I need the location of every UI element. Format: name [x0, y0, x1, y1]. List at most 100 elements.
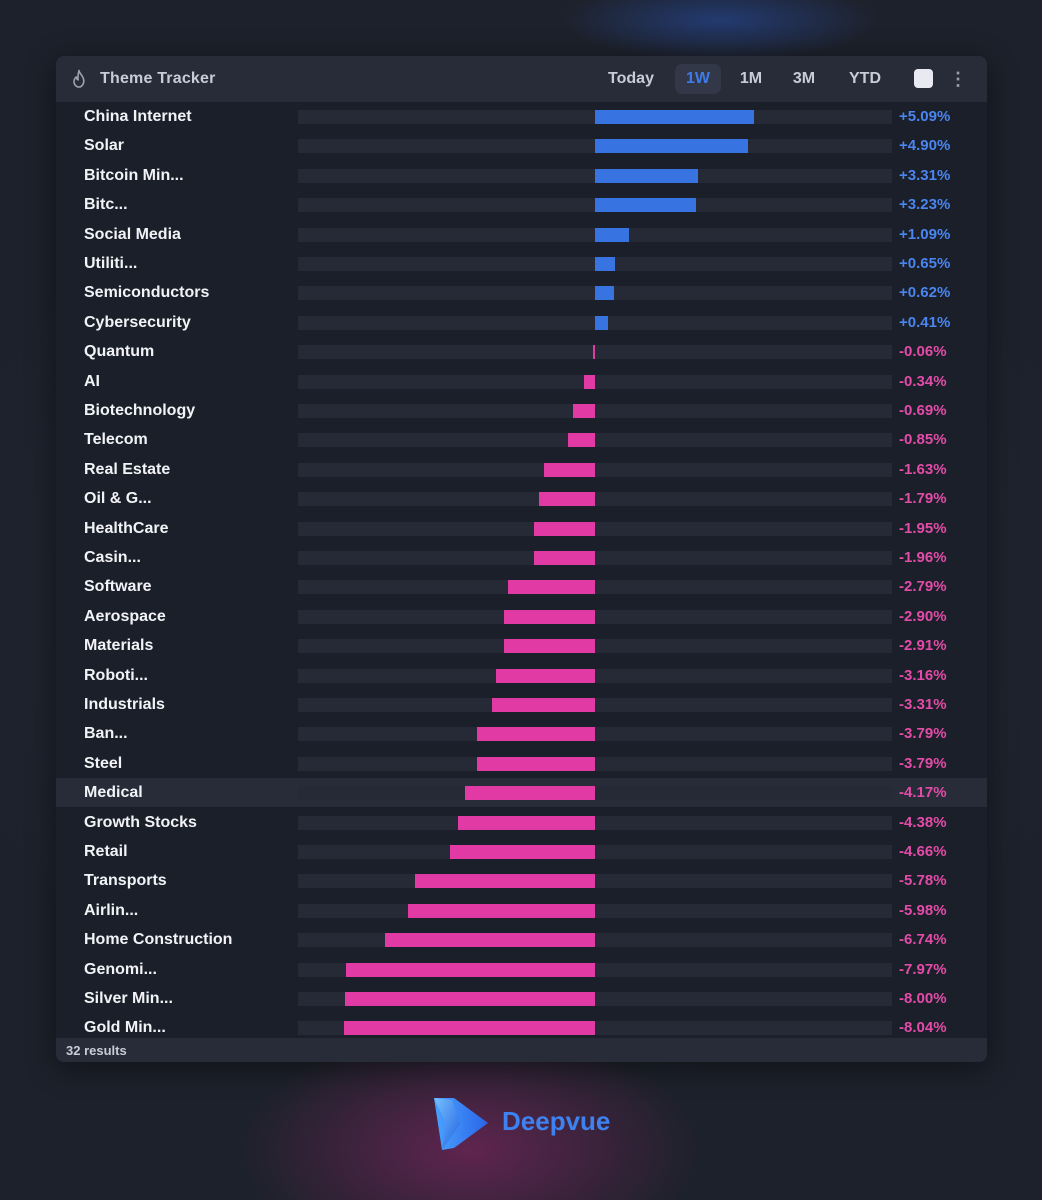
- table-row[interactable]: Gold Min... -8.04%: [56, 1013, 987, 1042]
- more-vertical-icon[interactable]: ⋮: [949, 69, 967, 89]
- theme-name: Ban...: [84, 725, 128, 743]
- table-row[interactable]: Semiconductors +0.62%: [56, 278, 987, 307]
- table-row[interactable]: HealthCare -1.95%: [56, 514, 987, 543]
- table-row[interactable]: Steel -3.79%: [56, 749, 987, 778]
- theme-name: Real Estate: [84, 460, 171, 478]
- performance-value: -4.17%: [899, 784, 947, 802]
- fire-icon: [73, 69, 85, 88]
- performance-value: -4.66%: [899, 843, 947, 860]
- table-row[interactable]: Retail -4.66%: [56, 837, 987, 866]
- panel-title: Theme Tracker: [100, 70, 216, 87]
- theme-name: Cybersecurity: [84, 313, 191, 331]
- performance-value: -8.00%: [899, 990, 947, 1007]
- table-row[interactable]: Industrials -3.31%: [56, 690, 987, 719]
- performance-bar: [595, 168, 699, 183]
- theme-name: Genomi...: [84, 960, 157, 978]
- performance-bar: [346, 962, 595, 977]
- performance-value: -2.79%: [899, 578, 947, 596]
- performance-value: -7.97%: [899, 960, 947, 978]
- theme-name: Aerospace: [84, 607, 166, 625]
- table-row[interactable]: Oil & G... -1.79%: [56, 484, 987, 513]
- theme-name: Utiliti...: [84, 255, 138, 272]
- bar-track: [298, 374, 892, 389]
- table-row[interactable]: Aerospace -2.90%: [56, 602, 987, 631]
- performance-value: -1.95%: [899, 519, 947, 537]
- performance-value: +5.09%: [899, 108, 951, 125]
- table-row[interactable]: Growth Stocks -4.38%: [56, 808, 987, 837]
- performance-value: -2.90%: [899, 607, 947, 625]
- performance-bar: [449, 845, 595, 859]
- theme-tracker-panel: Theme Tracker Today 1W 1M 3M YTD ⋮ China…: [56, 56, 987, 1062]
- theme-name: Transports: [84, 872, 167, 890]
- table-row[interactable]: Utiliti... +0.65%: [56, 249, 987, 278]
- tab-today[interactable]: Today: [608, 70, 654, 87]
- bar-track: [298, 521, 892, 536]
- performance-bar: [595, 198, 696, 213]
- performance-value: -3.79%: [899, 725, 947, 743]
- performance-bar: [491, 698, 595, 712]
- theme-name: AI: [84, 372, 100, 390]
- theme-name: Biotechnology: [84, 402, 196, 419]
- performance-bar: [595, 286, 615, 301]
- table-row[interactable]: China Internet +5.09%: [56, 102, 987, 131]
- performance-value: -0.06%: [899, 343, 947, 361]
- performance-bar: [568, 433, 595, 448]
- performance-bar: [593, 345, 595, 360]
- table-row[interactable]: Solar +4.90%: [56, 131, 987, 160]
- bar-track: [298, 551, 892, 565]
- tab-1w[interactable]: 1W: [675, 64, 721, 94]
- table-row[interactable]: Ban... -3.79%: [56, 719, 987, 748]
- performance-value: -3.16%: [899, 666, 947, 684]
- table-row[interactable]: Casin... -1.96%: [56, 543, 987, 572]
- table-row[interactable]: Bitc... +3.23%: [56, 190, 987, 219]
- theme-name: Telecom: [84, 431, 148, 449]
- bar-track: [298, 345, 892, 360]
- performance-bar: [408, 903, 595, 918]
- performance-value: +3.23%: [899, 196, 951, 214]
- table-row[interactable]: Roboti... -3.16%: [56, 661, 987, 690]
- table-row[interactable]: Quantum -0.06%: [56, 337, 987, 366]
- theme-name: Materials: [84, 637, 154, 655]
- tab-3m[interactable]: 3M: [792, 70, 816, 87]
- tab-ytd[interactable]: YTD: [849, 70, 881, 87]
- performance-value: -2.91%: [899, 637, 947, 655]
- performance-bar: [344, 1021, 595, 1036]
- bar-track: [298, 874, 892, 889]
- performance-value: +3.31%: [899, 166, 951, 184]
- performance-value: -5.78%: [899, 872, 947, 890]
- table-row[interactable]: Transports -5.78%: [56, 866, 987, 895]
- table-row[interactable]: Cybersecurity +0.41%: [56, 308, 987, 337]
- performance-value: -5.98%: [899, 901, 947, 919]
- table-row[interactable]: Home Construction -6.74%: [56, 925, 987, 954]
- table-row[interactable]: Bitcoin Min... +3.31%: [56, 161, 987, 190]
- table-row[interactable]: Software -2.79%: [56, 572, 987, 601]
- bar-track: [298, 756, 892, 771]
- bar-track: [298, 404, 892, 418]
- table-row[interactable]: Materials -2.91%: [56, 631, 987, 660]
- bar-track: [298, 609, 892, 624]
- theme-name: Bitc...: [84, 196, 128, 214]
- theme-name: Growth Stocks: [84, 813, 197, 831]
- table-row[interactable]: Medical -4.17%: [56, 778, 987, 808]
- tab-1m[interactable]: 1M: [739, 70, 763, 87]
- table-row[interactable]: Genomi... -7.97%: [56, 955, 987, 984]
- theme-name: Solar: [84, 137, 125, 155]
- table-row[interactable]: Silver Min... -8.00%: [56, 984, 987, 1013]
- bar-track: [298, 903, 892, 918]
- performance-value: +1.09%: [899, 225, 951, 243]
- color-swatch-button[interactable]: [914, 69, 933, 88]
- theme-name: Medical: [84, 784, 143, 802]
- table-row[interactable]: Real Estate -1.63%: [56, 455, 987, 484]
- deepvue-logo-icon: [434, 1098, 488, 1150]
- bar-track: [298, 668, 892, 683]
- table-row[interactable]: Biotechnology -0.69%: [56, 396, 987, 425]
- table-row[interactable]: Telecom -0.85%: [56, 425, 987, 454]
- performance-value: -1.96%: [899, 549, 947, 566]
- table-row[interactable]: AI -0.34%: [56, 367, 987, 396]
- table-row[interactable]: Social Media +1.09%: [56, 220, 987, 249]
- table-row[interactable]: Airlin... -5.98%: [56, 896, 987, 925]
- performance-bar: [414, 874, 595, 889]
- theme-name: HealthCare: [84, 519, 169, 537]
- theme-name: Software: [84, 578, 152, 596]
- theme-name: Oil & G...: [84, 490, 152, 508]
